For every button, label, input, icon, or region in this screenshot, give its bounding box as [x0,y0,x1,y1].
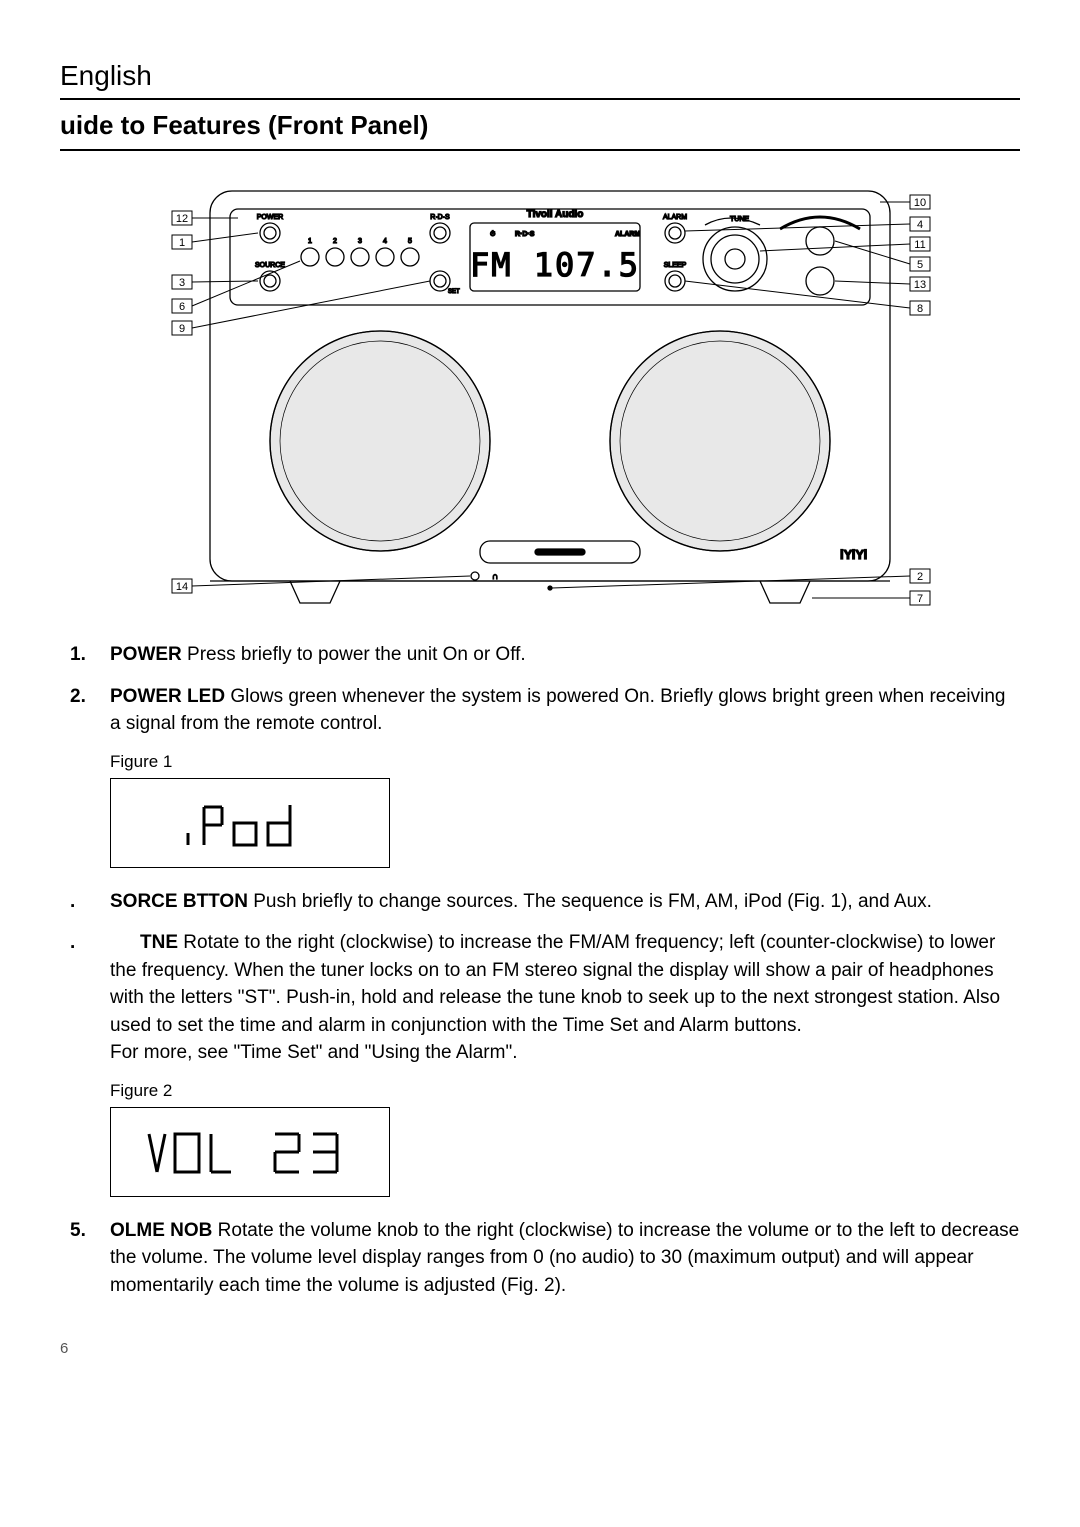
feature-list-3: 5. OLME NOB Rotate the volume knob to th… [60,1217,1020,1300]
svg-text:14: 14 [176,581,188,593]
feature-number: 2. [70,683,86,711]
feature-item: 1. POWER Press briefly to power the unit… [60,641,1020,669]
svg-text:2: 2 [333,238,337,245]
page-number: 6 [60,1340,1020,1357]
svg-text:R·D·S: R·D·S [430,214,450,221]
feature-number: . [70,929,75,957]
feature-text: Push briefly to change sources. The sequ… [248,891,932,912]
section-title: uide to Features (Front Panel) [60,110,1020,151]
feature-item: 2. POWER LED Glows green whenever the sy… [60,683,1020,738]
svg-text:4: 4 [383,238,387,245]
power-label: POWER [257,214,283,221]
feature-number: . [70,888,75,916]
feature-label: TNE [140,932,178,953]
svg-text:1: 1 [308,238,312,245]
svg-text:12: 12 [176,213,188,225]
svg-text:4: 4 [917,219,923,231]
figure-2-box [110,1107,390,1197]
feature-list-2: . SORCE BTTON Push briefly to change sou… [60,888,1020,1067]
feature-number: 1. [70,641,86,669]
feature-item: . TNE Rotate to the right (clockwise) to… [60,929,1020,1067]
feature-label: OLME NOB [110,1220,212,1241]
feature-label: POWER [110,644,182,665]
svg-text:SET: SET [448,289,460,295]
display-readout: FM 107.5 [470,246,640,284]
brand-model: iYiYi [840,547,867,562]
figure-1-box [110,778,390,868]
svg-text:6: 6 [179,301,185,313]
feature-text: Rotate the volume knob to the right (clo… [110,1220,1019,1296]
language-header: English [60,60,1020,100]
svg-text:∩: ∩ [492,571,498,581]
feature-number: 5. [70,1217,86,1245]
feature-item: 5. OLME NOB Rotate the volume knob to th… [60,1217,1020,1300]
svg-text:SLEEP: SLEEP [664,262,687,269]
svg-text:5: 5 [917,259,923,271]
figure-2-caption: Figure 2 [110,1081,1020,1101]
svg-text:ALARM: ALARM [663,214,687,221]
feature-label: POWER LED [110,686,225,707]
svg-text:1: 1 [179,237,185,249]
svg-text:ALARM: ALARM [615,231,640,238]
feature-text: Press briefly to power the unit On or Of… [182,644,526,665]
feature-text: Glows green whenever the system is power… [110,686,1006,735]
front-panel-diagram: POWER SOURCE 1 2 3 4 5 R·D·S SET Tivoli … [120,181,980,611]
svg-text:3: 3 [358,238,362,245]
svg-text:2: 2 [917,571,923,583]
brand-top: Tivoli Audio [527,209,584,220]
svg-text:13: 13 [914,279,926,291]
feature-list: 1. POWER Press briefly to power the unit… [60,641,1020,738]
feature-text: Rotate to the right (clockwise) to incre… [110,932,1000,1063]
feature-item: . SORCE BTTON Push briefly to change sou… [60,888,1020,916]
svg-text:⏱: ⏱ [490,230,496,238]
svg-text:8: 8 [917,303,923,315]
svg-text:7: 7 [917,593,923,605]
svg-text:11: 11 [914,239,925,251]
source-label: SOURCE [255,262,285,269]
feature-label: SORCE BTTON [110,891,248,912]
svg-text:5: 5 [408,238,412,245]
svg-text:10: 10 [914,197,926,209]
figure-1-caption: Figure 1 [110,752,1020,772]
svg-text:9: 9 [179,323,185,335]
svg-text:3: 3 [179,277,185,289]
svg-text:R·D·S: R·D·S [515,231,535,238]
